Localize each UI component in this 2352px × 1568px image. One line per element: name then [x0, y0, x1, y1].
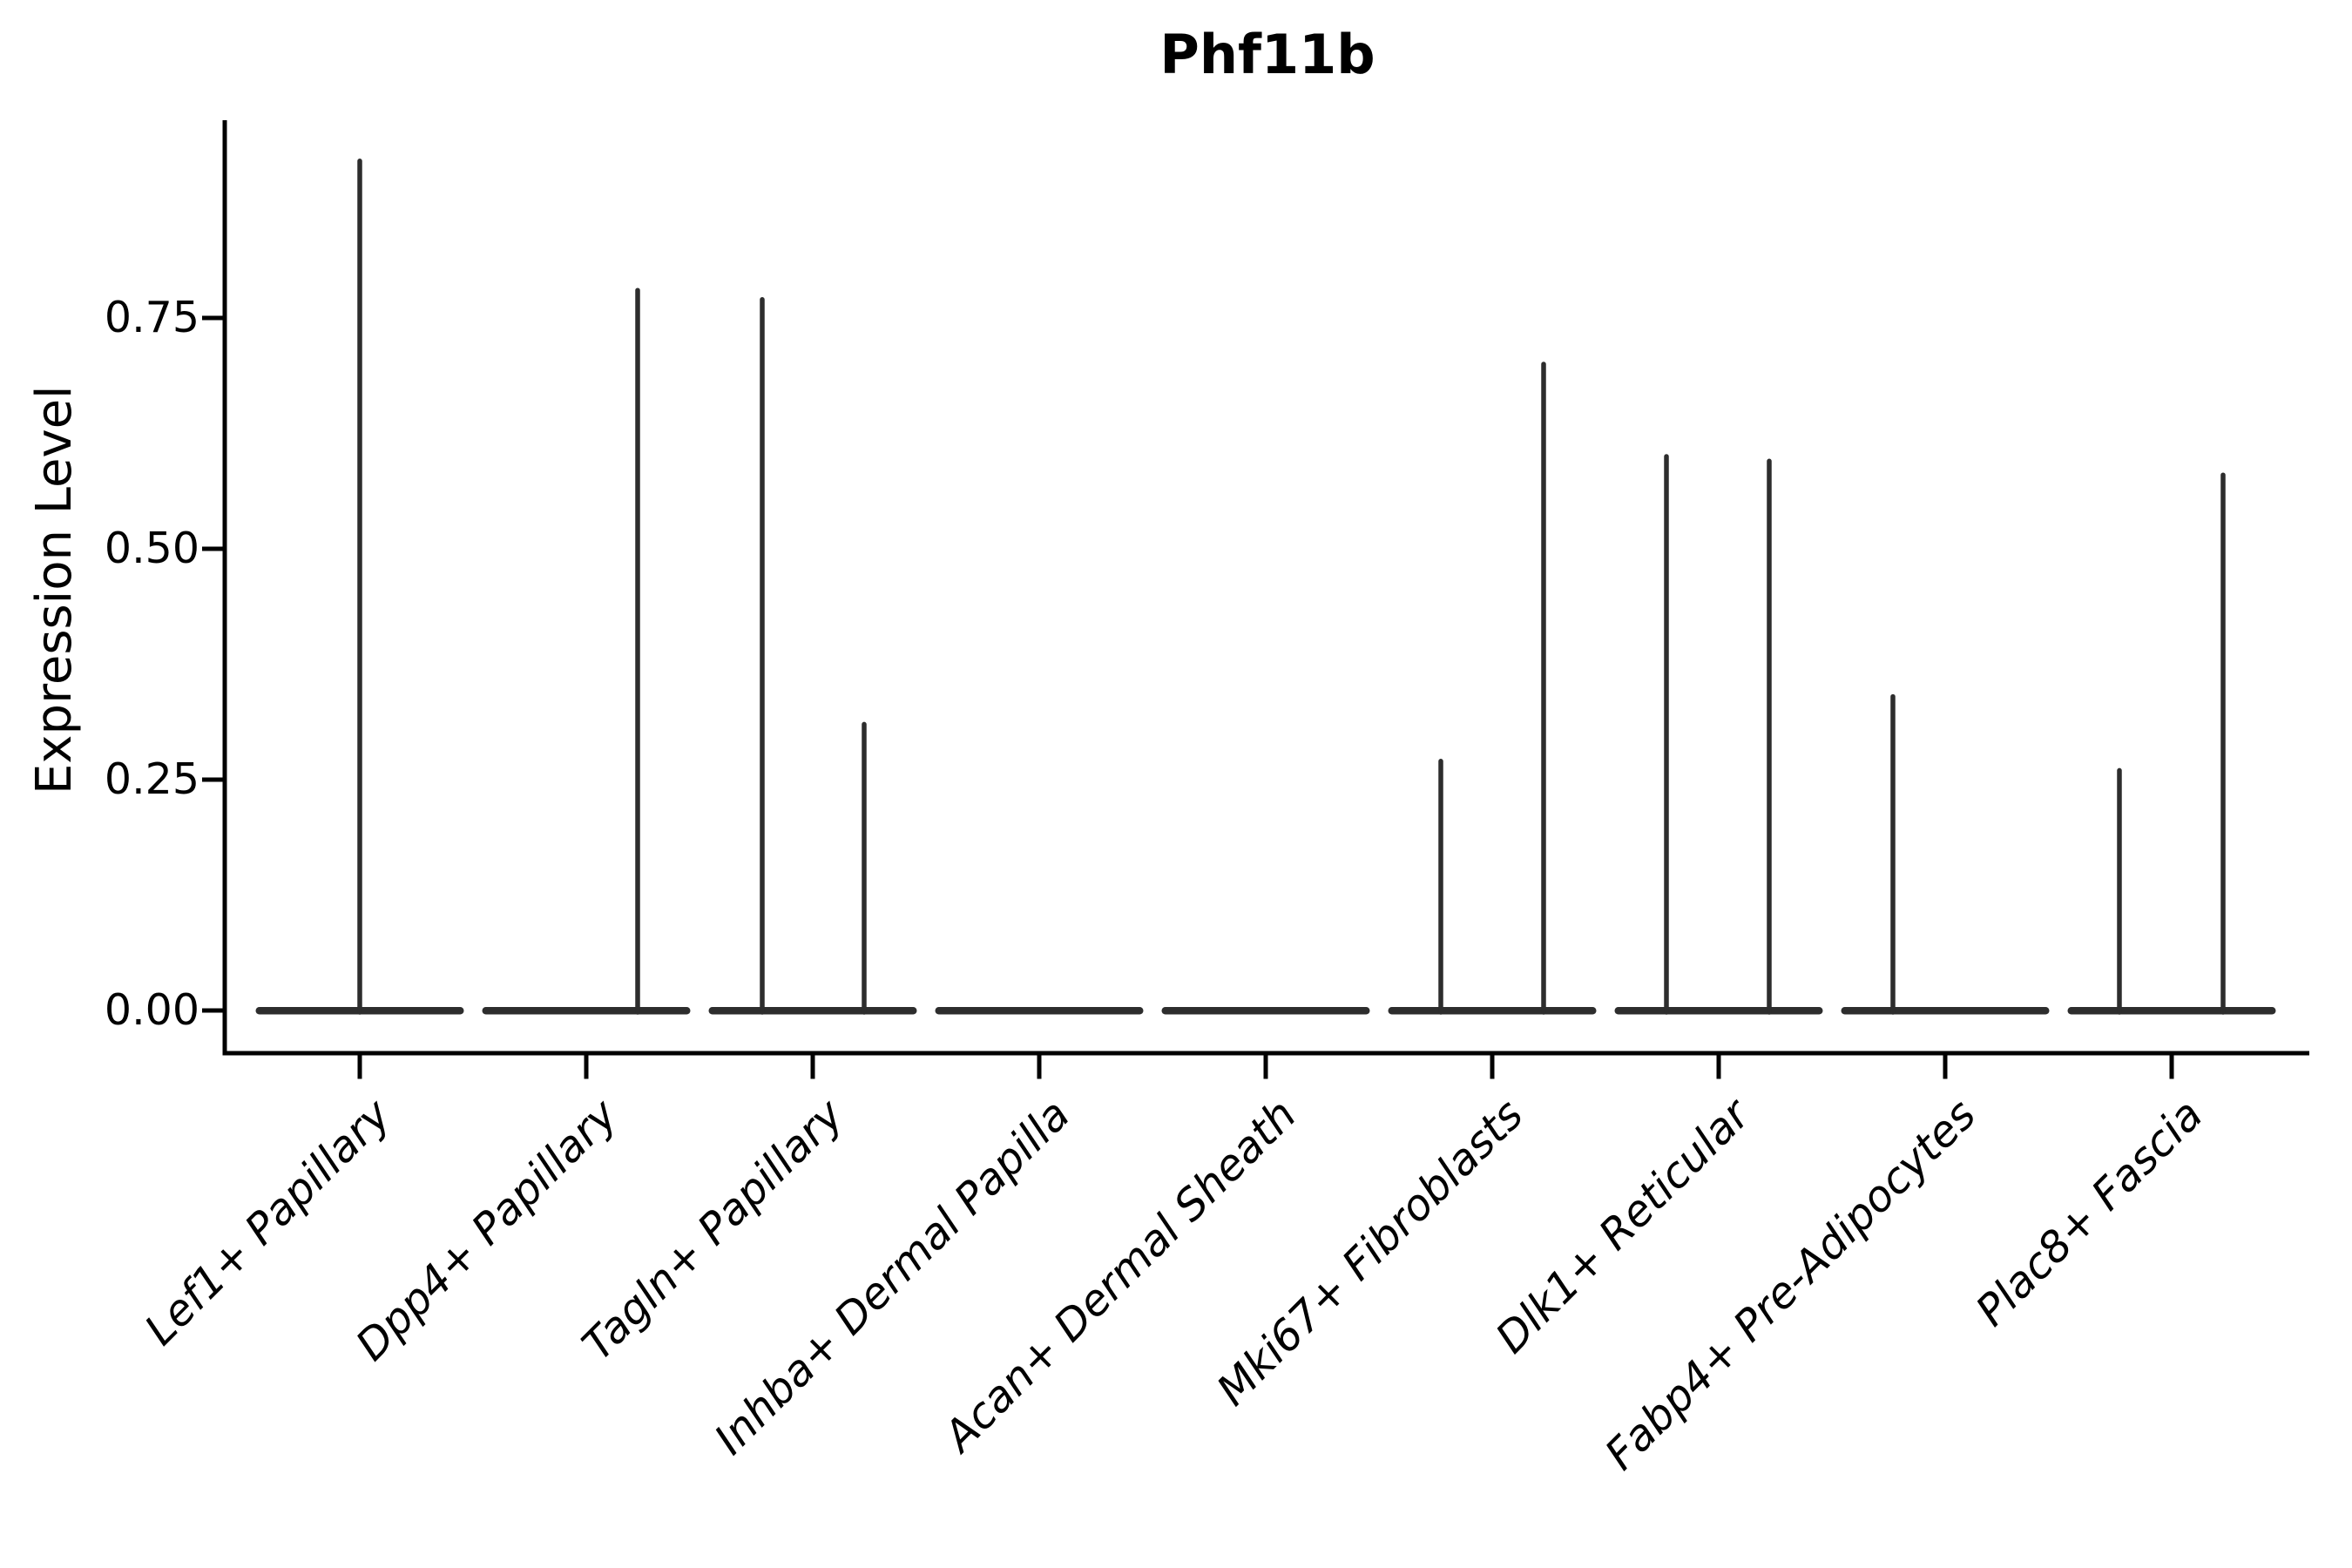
violin-base — [935, 1007, 1144, 1015]
y-tick-label: 0.00 — [104, 985, 199, 1035]
y-tick-label: 0.75 — [104, 293, 199, 342]
chart-title: Phf11b — [1159, 23, 1375, 86]
violin-base — [2067, 1007, 2276, 1015]
y-tick-label: 0.25 — [104, 754, 199, 804]
violin-base — [1841, 1007, 2050, 1015]
violin-base — [1161, 1007, 1370, 1015]
y-tick-label: 0.50 — [104, 524, 199, 573]
violin-base — [1388, 1007, 1597, 1015]
violin-base — [482, 1007, 691, 1015]
violin-base — [708, 1007, 917, 1015]
violin-base — [1614, 1007, 1823, 1015]
